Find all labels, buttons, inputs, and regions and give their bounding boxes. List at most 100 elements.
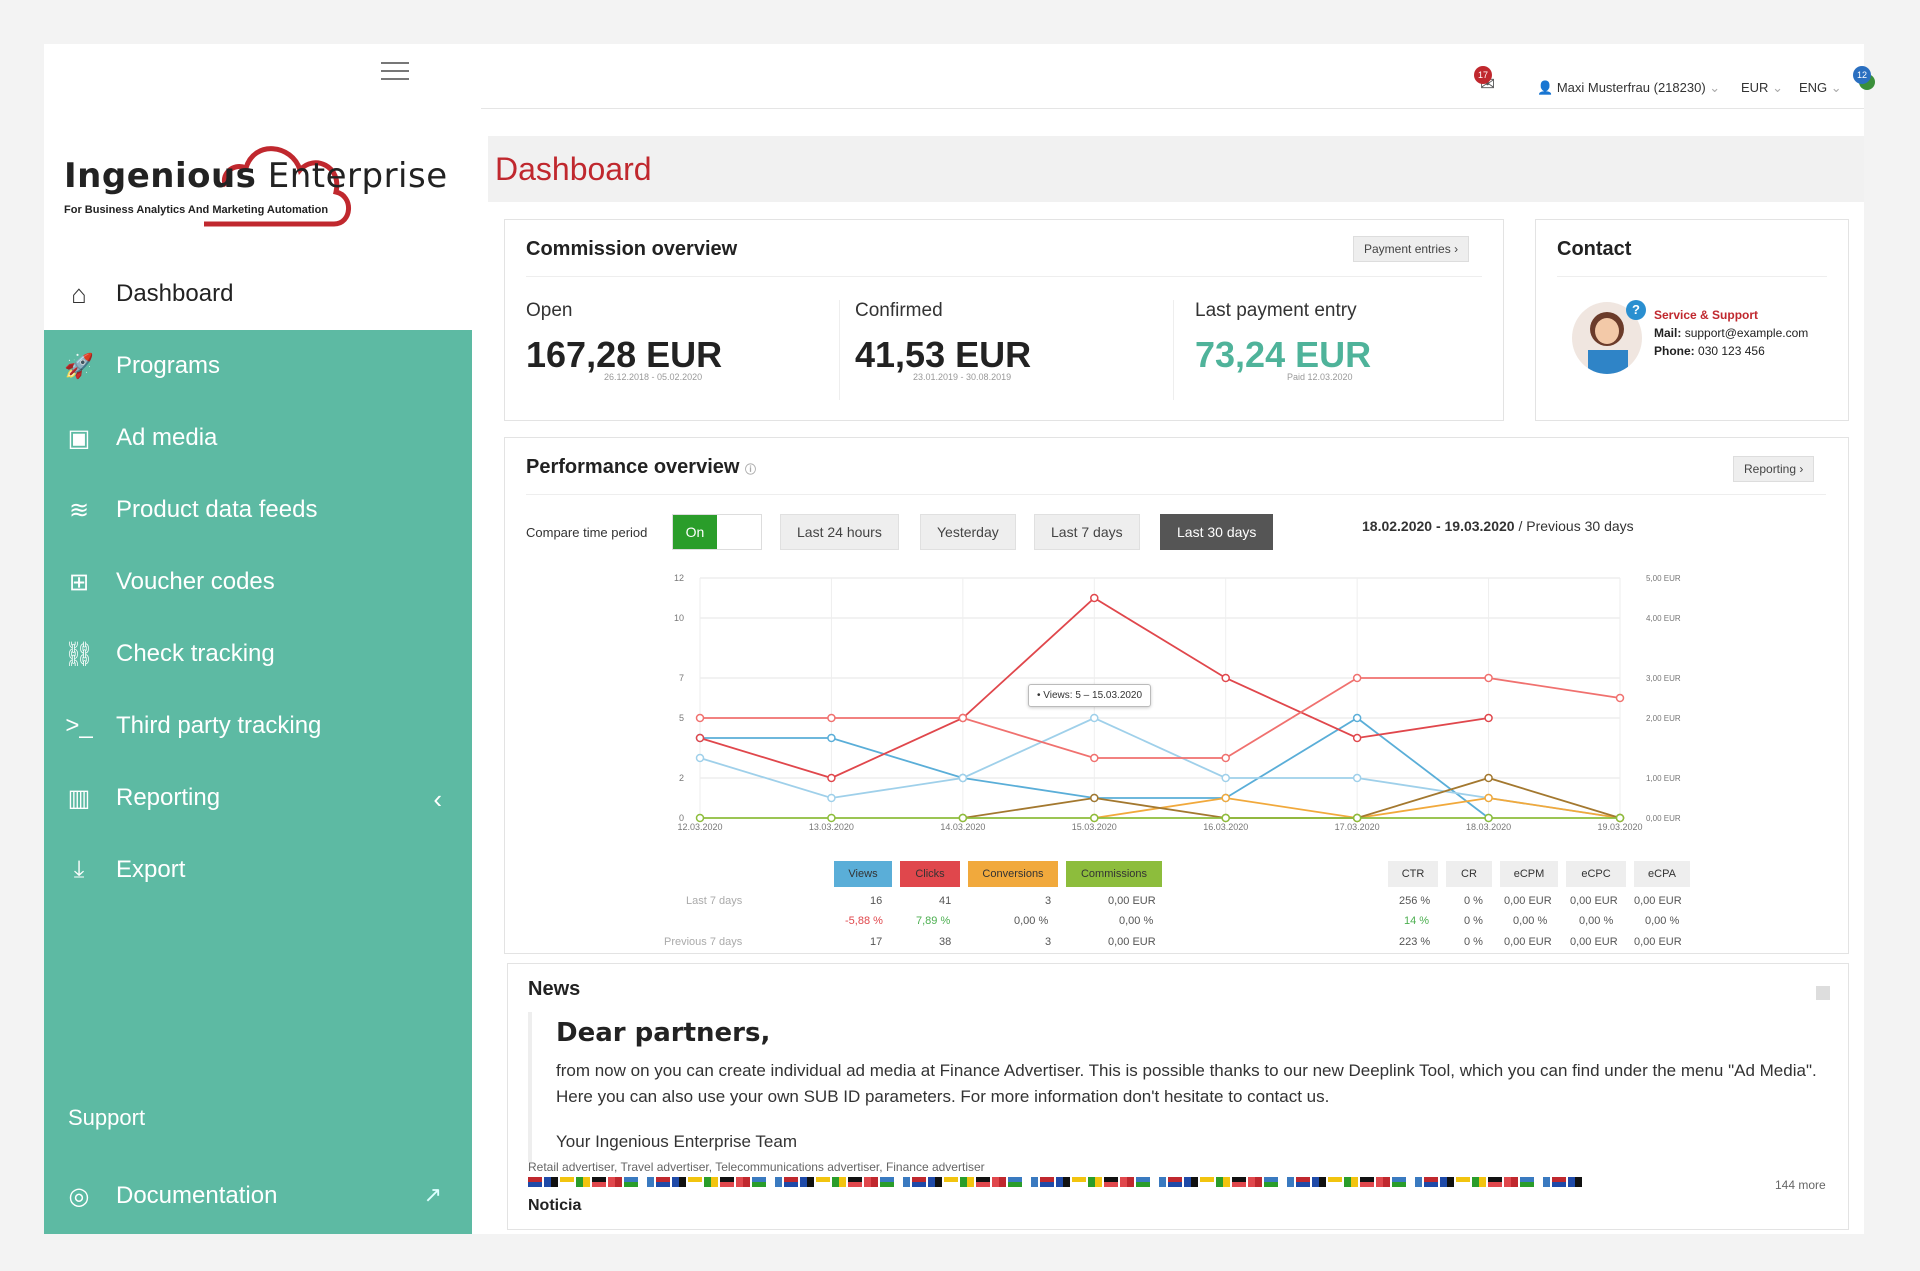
chevron-down-icon: ⌄ xyxy=(1827,80,1842,95)
data-point xyxy=(1090,593,1099,603)
country-flag-icon xyxy=(576,1177,590,1187)
x-tick-label: 13.03.2020 xyxy=(809,822,854,832)
sidebar-item-product-data-feeds[interactable]: ≋ Product data feeds xyxy=(44,474,472,546)
sidebar-item-label: Documentation xyxy=(116,1182,278,1209)
data-point xyxy=(1352,713,1362,723)
contact-mail[interactable]: Mail: support@example.com xyxy=(1654,324,1808,342)
cell-diff: 0,00 % xyxy=(1645,915,1680,927)
messages-button[interactable]: ✉ 17 xyxy=(1474,66,1495,95)
sidebar-item-documentation[interactable]: ◎ Documentation ↗ xyxy=(44,1160,472,1232)
data-point xyxy=(827,793,836,803)
data-point xyxy=(695,813,705,823)
download-icon: ⤓ xyxy=(73,856,85,883)
country-flag-icon xyxy=(1136,1177,1150,1187)
info-icon[interactable]: ⓘ xyxy=(745,464,756,476)
title-text: Performance overview xyxy=(526,456,740,478)
cell: 17 xyxy=(870,936,883,948)
sidebar-item-label: Reporting xyxy=(116,784,221,811)
chart-tooltip: • Views: 5 – 15.03.2020 xyxy=(1028,684,1152,707)
sidebar-item-export[interactable]: ⤓ Export xyxy=(44,834,472,906)
next-news-title: Noticia xyxy=(528,1197,582,1214)
country-flag-icon xyxy=(1088,1177,1102,1187)
data-point xyxy=(827,813,836,823)
compare-toggle[interactable]: On xyxy=(672,514,762,550)
hamburger-menu-icon[interactable] xyxy=(381,62,409,84)
sidebar-nav: 🚀 Programs ▣ Ad media ≋ Product data feeds … xyxy=(44,330,472,1234)
user-menu[interactable]: 👤 Maxi Musterfrau (218230) ⌄ xyxy=(1537,80,1720,96)
y-tick-label: 5 xyxy=(679,713,684,723)
brand-logo[interactable]: Ingenious Enterprise For Business Analyt… xyxy=(44,108,481,258)
cell: 0,00 EUR xyxy=(1504,936,1552,948)
country-flag-icon xyxy=(528,1177,542,1187)
row-label: Last 7 days xyxy=(686,895,743,907)
cell: 0 % xyxy=(1464,895,1483,907)
y-tick-label: 0 xyxy=(679,813,684,823)
rss-icon[interactable] xyxy=(1816,986,1830,1000)
sidebar-item-third-party-tracking[interactable]: >_ Third party tracking xyxy=(44,690,472,762)
more-countries-link[interactable]: 144 more xyxy=(1775,1178,1826,1192)
data-point xyxy=(695,713,705,723)
bar-chart-icon: ▥ xyxy=(67,784,91,812)
cell: 16 xyxy=(870,895,883,907)
data-point xyxy=(1352,773,1362,783)
country-flag-icon xyxy=(768,1177,782,1187)
reporting-button[interactable]: Reporting › xyxy=(1733,456,1815,482)
data-point xyxy=(1090,713,1099,723)
cell: 0,00 EUR xyxy=(1570,895,1618,907)
country-flag-icon xyxy=(1072,1177,1086,1187)
notifications-button[interactable]: 12 xyxy=(1853,66,1875,93)
currency-select[interactable]: EUR ⌄ xyxy=(1741,80,1783,96)
sidebar-item-programs[interactable]: 🚀 Programs xyxy=(44,330,472,402)
country-flag-icon xyxy=(688,1177,702,1187)
news-title: News xyxy=(528,978,581,1000)
data-point xyxy=(1352,813,1362,823)
period-yesterday[interactable]: Yesterday xyxy=(920,514,1016,550)
sidebar-item-ad-media[interactable]: ▣ Ad media xyxy=(44,402,472,474)
cell-diff: 0,00 % xyxy=(1579,915,1614,927)
country-flag-icon xyxy=(1312,1177,1326,1187)
data-point xyxy=(1352,673,1362,683)
data-point xyxy=(958,813,968,823)
sidebar-item-label: Third party tracking xyxy=(116,712,322,739)
cell: 0,00 EUR xyxy=(1108,936,1156,948)
y-tick-label: 7 xyxy=(679,673,684,683)
contact-service: Service & Support xyxy=(1654,308,1759,322)
chevron-down-icon: ⌄ xyxy=(1709,80,1721,95)
y2-tick-label: 3,00 EUR xyxy=(1646,674,1681,683)
y2-tick-label: 1,00 EUR xyxy=(1646,774,1681,783)
country-flag-icon xyxy=(1504,1177,1518,1187)
cell-diff: 0,00 % xyxy=(1014,915,1049,927)
legend-commissions[interactable]: Commissions xyxy=(1066,861,1162,887)
image-icon: ▣ xyxy=(67,424,91,452)
x-tick-label: 18.03.2020 xyxy=(1466,822,1511,832)
y-tick-label: 12 xyxy=(674,573,684,583)
sidebar-item-reporting[interactable]: ▥ Reporting ‹ xyxy=(44,762,472,834)
sidebar-item-voucher-codes[interactable]: ⊞ Voucher codes xyxy=(44,546,472,618)
country-flag-icon xyxy=(944,1177,958,1187)
country-flag-icon xyxy=(752,1177,766,1187)
sidebar-item-check-tracking[interactable]: ⛓ Check tracking xyxy=(44,618,472,690)
contact-card: Contact ? Service & Support Mail: suppor… xyxy=(1535,219,1849,421)
y-tick-label: 10 xyxy=(674,613,684,623)
contact-phone: Phone: 030 123 456 xyxy=(1654,342,1808,360)
period-last-7-days[interactable]: Last 7 days xyxy=(1034,514,1140,550)
data-point xyxy=(1484,673,1493,683)
payment-entries-button[interactable]: Payment entries › xyxy=(1353,236,1470,262)
legend-views[interactable]: Views xyxy=(834,861,892,887)
sidebar-item-dashboard[interactable]: ⌂ Dashboard xyxy=(44,258,481,330)
country-flag-icon xyxy=(720,1177,734,1187)
legend-conversions[interactable]: Conversions xyxy=(968,861,1058,887)
home-icon: ⌂ xyxy=(71,278,87,309)
country-flag-icon xyxy=(912,1177,926,1187)
page-title: Dashboard xyxy=(495,151,652,187)
period-last-24-hours[interactable]: Last 24 hours xyxy=(780,514,899,550)
language-select[interactable]: ENG ⌄ xyxy=(1799,80,1842,96)
y2-tick-label: 2,00 EUR xyxy=(1646,714,1681,723)
question-icon: ? xyxy=(1626,300,1646,320)
cell: 3 xyxy=(1045,895,1052,907)
period-last-30-days[interactable]: Last 30 days xyxy=(1160,514,1274,550)
legend-clicks[interactable]: Clicks xyxy=(900,861,960,887)
country-flag-icon xyxy=(1472,1177,1486,1187)
kpi-label: Last payment entry xyxy=(1195,300,1357,321)
country-flag-icon xyxy=(1520,1177,1534,1187)
